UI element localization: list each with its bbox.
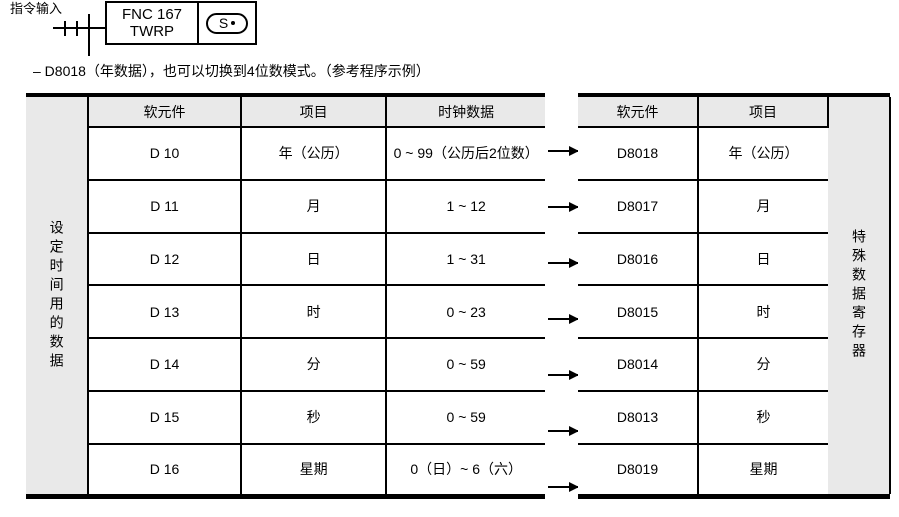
table-row: D 12 日 1 ~ 31 xyxy=(26,232,545,287)
ladder-input-label: 指令输入 xyxy=(10,1,63,16)
cell-item: 时 xyxy=(698,285,828,340)
instruction-operand-area: S xyxy=(199,3,255,43)
cell-item: 月 xyxy=(240,179,388,234)
table-row: D8014 分 xyxy=(578,338,890,392)
table-row: D8017 月 xyxy=(578,179,890,234)
cell-device: D 12 xyxy=(88,232,242,287)
cell-clock: 1 ~ 31 xyxy=(386,232,545,287)
cell-item: 秒 xyxy=(240,390,388,445)
special-data-register-table: 软元件 项目 特殊数据寄存器 D8018 年（公历） D8017 月 D8016 xyxy=(578,93,891,499)
cell-item: 日 xyxy=(698,232,828,287)
table-header-row: 软元件 项目 特殊数据寄存器 xyxy=(578,97,891,494)
ladder-rung-start xyxy=(53,27,89,29)
set-time-data-table: 设定时间用的数据 软元件 项目 时钟数据 D 10 年（公历） 0 ~ 99（公… xyxy=(26,93,545,499)
normally-open-contact-icon-2 xyxy=(76,21,78,36)
cell-item: 分 xyxy=(240,338,388,392)
cell-item: 年（公历） xyxy=(240,127,388,181)
tables-area: 设定时间用的数据 软元件 项目 时钟数据 D 10 年（公历） 0 ~ 99（公… xyxy=(0,93,899,501)
ladder-diagram: 指令输入 FNC 167 TWRP S xyxy=(0,0,300,56)
header-item: 项目 xyxy=(240,97,388,128)
cell-clock: 0（日）~ 6（六） xyxy=(410,461,522,478)
right-arrow-icon xyxy=(548,426,579,436)
right-arrow-icon xyxy=(548,258,579,268)
table-row: D 14 分 0 ~ 59 xyxy=(26,338,545,392)
cell-device: D8016 xyxy=(578,232,699,287)
cell-clock: 0 ~ 59 xyxy=(386,338,545,392)
table-row: D8016 日 xyxy=(578,232,890,287)
table-row: D 11 月 1 ~ 12 xyxy=(26,179,545,234)
cell-device: D8013 xyxy=(578,390,699,445)
operand-dot-icon xyxy=(231,21,236,25)
cell-clock: 0 ~ 23 xyxy=(386,285,545,340)
cell-item: 分 xyxy=(698,338,828,392)
cell-device: D8018 xyxy=(578,127,699,181)
header-device: 软元件 xyxy=(578,97,699,128)
cell-item: 时 xyxy=(240,285,388,340)
cell-item: 星期 xyxy=(749,461,778,478)
cell-device: D8017 xyxy=(578,179,699,234)
ladder-rung-left xyxy=(88,27,107,29)
table-row: D 16 星期 0（日）~ 6（六） xyxy=(26,443,545,494)
right-side-label-cell: 特殊数据寄存器 xyxy=(828,97,891,494)
left-side-label-cell: 设定时间用的数据 xyxy=(26,97,90,494)
right-arrow-icon xyxy=(548,314,579,324)
table-row: D8019 星期 xyxy=(578,443,890,494)
cell-item: 日 xyxy=(240,232,388,287)
cell-device: D 14 xyxy=(88,338,242,392)
ladder-left-rail xyxy=(88,14,90,56)
cell-item: 年（公历） xyxy=(698,127,828,181)
table-row: D 13 时 0 ~ 23 xyxy=(26,285,545,340)
cell-item: 秒 xyxy=(698,390,828,445)
table-row: D8018 年（公历） xyxy=(578,127,890,181)
instruction-mnemonic: TWRP xyxy=(129,23,175,40)
cell-clock: 0 ~ 59 xyxy=(386,390,545,445)
operand-s-icon: S xyxy=(206,12,248,34)
right-arrow-icon xyxy=(548,482,579,492)
normally-open-contact-icon xyxy=(64,21,66,36)
cell-device: D8015 xyxy=(578,285,699,340)
right-side-label: 特殊数据寄存器 xyxy=(851,229,867,362)
header-item: 项目 xyxy=(698,97,829,128)
left-side-label: 设定时间用的数据 xyxy=(48,219,65,372)
instruction-mnemonic-area: FNC 167 TWRP xyxy=(107,3,199,43)
table-row: D8015 时 xyxy=(578,285,890,340)
cell-clock: 1 ~ 12 xyxy=(386,179,545,234)
cell-item: 月 xyxy=(698,179,828,234)
header-device: 软元件 xyxy=(88,97,242,128)
table-row: D8013 秒 xyxy=(578,390,890,445)
cell-device: D8019 xyxy=(578,443,699,494)
table-row: D 10 年（公历） 0 ~ 99（公历后2位数） xyxy=(26,127,545,181)
cell-device: D 15 xyxy=(88,390,242,445)
cell-item: 星期 xyxy=(240,443,388,494)
instruction-fnc-number: FNC 167 xyxy=(121,6,183,23)
table-row: D 15 秒 0 ~ 59 xyxy=(26,390,545,445)
cell-device: D 11 xyxy=(88,179,242,234)
right-arrow-icon xyxy=(548,146,579,156)
right-arrow-icon xyxy=(548,202,579,212)
header-clock: 时钟数据 xyxy=(386,97,545,128)
cell-device: D 13 xyxy=(88,285,242,340)
cell-clock: 0 ~ 99（公历后2位数） xyxy=(386,127,545,181)
right-arrow-icon xyxy=(548,370,579,380)
cell-device: D 16 xyxy=(88,443,242,494)
table-header-row: 设定时间用的数据 软元件 项目 时钟数据 xyxy=(26,97,545,494)
instruction-block: FNC 167 TWRP S xyxy=(105,1,257,45)
operand-letter: S xyxy=(218,15,229,31)
cell-device: D 10 xyxy=(88,127,242,181)
caption-text: – D8018（年数据），也可以切换到4位数模式。（参考程序示例） xyxy=(33,63,430,79)
cell-device: D8014 xyxy=(578,338,699,392)
